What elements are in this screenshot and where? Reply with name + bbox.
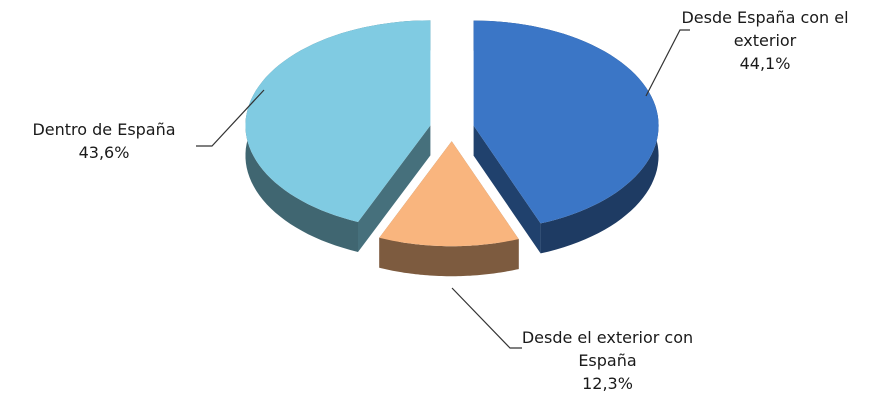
slice-label: Dentro de España 43,6% — [4, 118, 204, 164]
value-label: 43,6% — [78, 143, 130, 162]
slice-side — [379, 237, 519, 277]
slice — [245, 20, 431, 223]
leader-line — [196, 89, 265, 147]
slice-label: Desde el exterior con España 12,3% — [515, 326, 700, 395]
slices — [245, 20, 659, 277]
value-label: 12,3% — [582, 374, 633, 393]
slice-label: Desde España con el exterior 44,1% — [670, 6, 860, 75]
category-label: Dentro de España — [32, 120, 176, 139]
leader-line — [645, 29, 690, 97]
leader-line — [451, 287, 522, 349]
category-label: Desde España con el exterior — [681, 8, 849, 50]
slice-wall — [473, 125, 541, 254]
slice — [473, 20, 659, 224]
value-label: 44,1% — [739, 54, 791, 73]
slice-wall — [358, 125, 431, 252]
slice — [379, 141, 519, 247]
category-label: Desde el exterior con España — [521, 328, 694, 370]
